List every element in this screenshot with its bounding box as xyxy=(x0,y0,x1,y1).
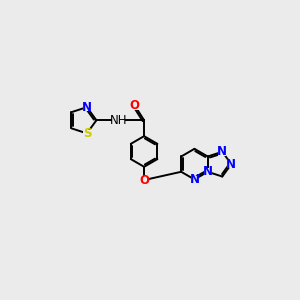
Text: S: S xyxy=(82,127,91,140)
Bar xyxy=(83,103,91,111)
Text: N: N xyxy=(82,100,92,114)
Text: N: N xyxy=(217,145,227,158)
Text: N: N xyxy=(190,173,200,186)
Bar xyxy=(130,101,139,110)
Text: O: O xyxy=(139,173,149,187)
Text: N: N xyxy=(226,158,236,171)
Bar xyxy=(218,148,226,156)
Text: N: N xyxy=(203,165,213,178)
Text: O: O xyxy=(130,99,140,112)
Bar xyxy=(204,168,212,176)
Bar xyxy=(83,130,91,137)
Bar xyxy=(140,176,148,184)
Text: NH: NH xyxy=(110,114,128,127)
Bar xyxy=(227,160,235,168)
Bar xyxy=(112,116,125,125)
Bar xyxy=(190,176,198,183)
